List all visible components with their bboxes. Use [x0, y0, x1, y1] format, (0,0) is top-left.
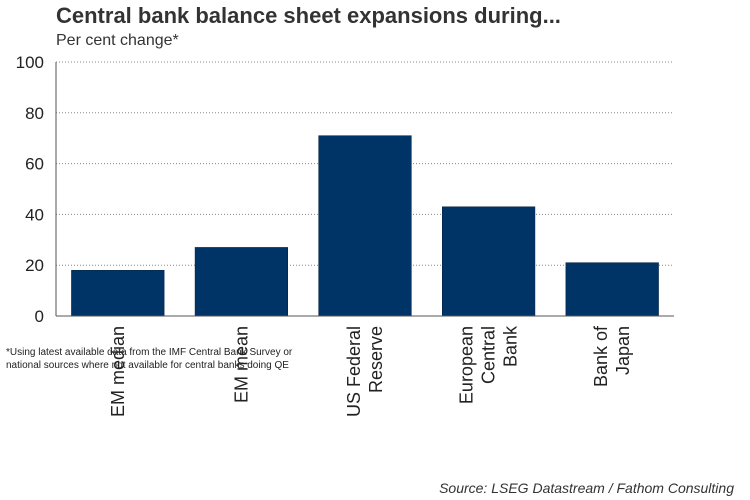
- axes: [55, 62, 674, 317]
- source-note: Source: LSEG Datastream / Fathom Consult…: [439, 480, 734, 496]
- bars: [71, 135, 659, 317]
- footnote: *Using latest available data from the IM…: [6, 347, 293, 371]
- chart-title: Central bank balance sheet expansions du…: [56, 3, 561, 28]
- x-tick-labels: EM median EM mean US Federal Reserve Europea…: [108, 325, 633, 417]
- y-tick-labels: 0 20 40 60 80 100: [16, 53, 44, 326]
- x-tick-label: EM median: [108, 326, 128, 417]
- y-tick-label: 20: [25, 256, 44, 275]
- y-tick-label: 60: [25, 155, 44, 174]
- x-tick-label: EM mean: [231, 326, 251, 403]
- bar: [565, 262, 659, 317]
- bar: [442, 206, 536, 317]
- bar: [318, 135, 412, 317]
- y-tick-label: 0: [35, 307, 44, 326]
- bar: [71, 270, 165, 317]
- x-tick-label: US Federal Reserve: [344, 326, 386, 417]
- bar: [194, 247, 288, 317]
- x-tick-label: European Central Bank: [457, 325, 521, 404]
- chart-subtitle: Per cent change*: [56, 32, 179, 49]
- y-tick-label: 100: [16, 53, 44, 72]
- x-tick-label: Bank of Japan: [591, 325, 633, 387]
- y-tick-label: 40: [25, 205, 44, 224]
- y-tick-label: 80: [25, 104, 44, 123]
